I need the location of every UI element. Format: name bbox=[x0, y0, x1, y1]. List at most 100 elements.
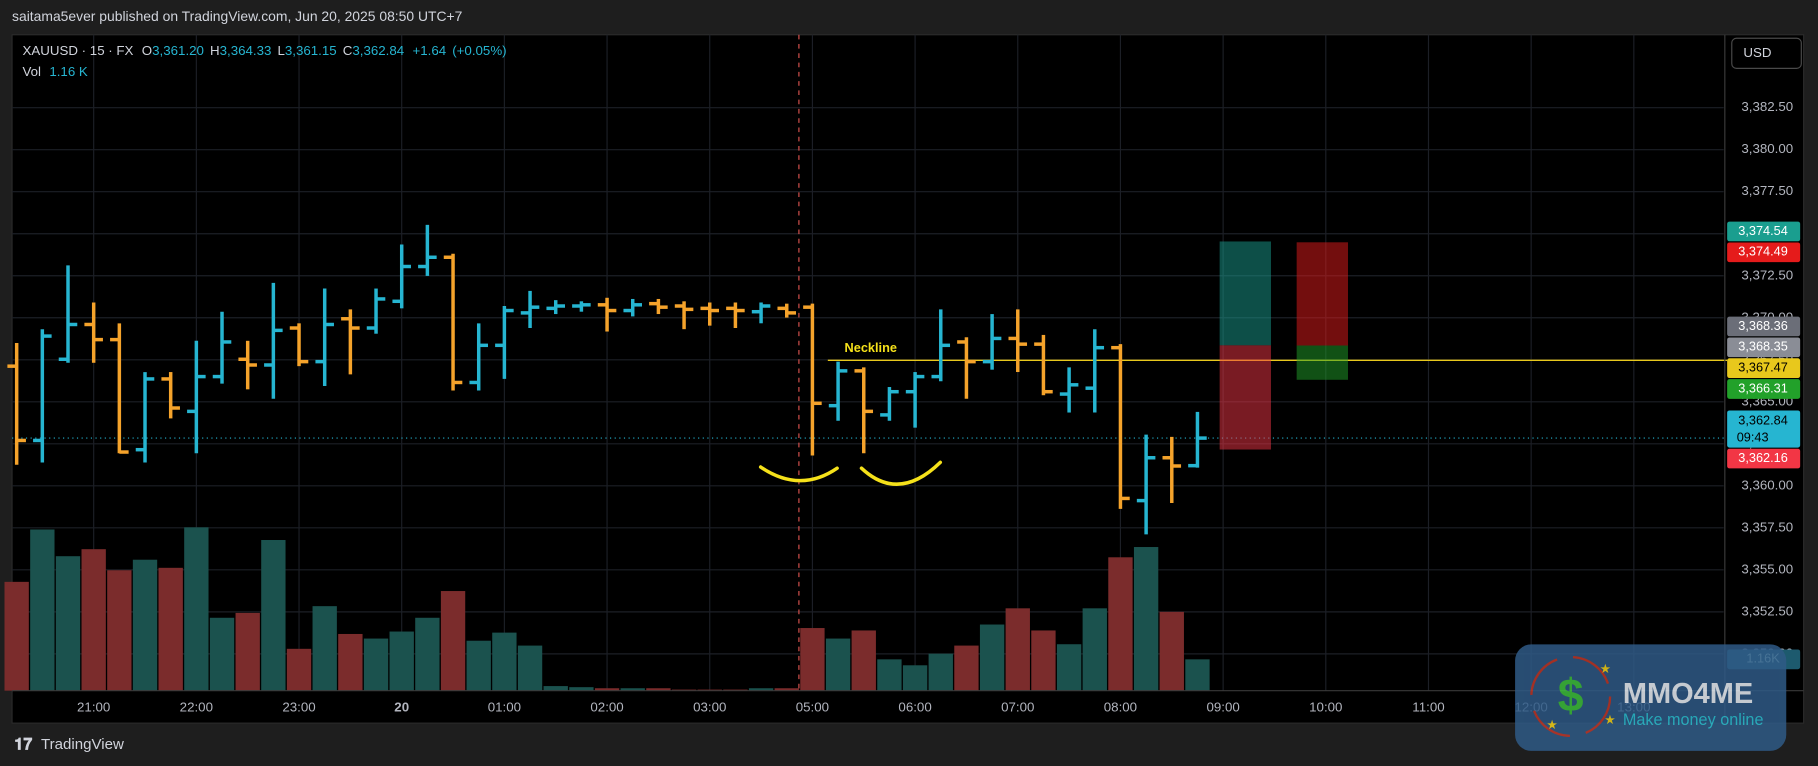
legend-value: 3,361.20 bbox=[152, 43, 204, 58]
price-bars bbox=[7, 224, 1207, 535]
watermark-title: MMO4ME bbox=[1623, 678, 1753, 710]
legend-key: C bbox=[343, 43, 353, 58]
price-tag bbox=[1727, 316, 1801, 337]
price-tag bbox=[1727, 448, 1801, 469]
price-tag bbox=[1727, 410, 1801, 448]
volume-bar bbox=[954, 645, 979, 691]
y-tick-label: 3,380.00 bbox=[1741, 141, 1793, 156]
ohlc-legend: XAUUSD · 15 · FX O3,361.20 H3,364.33 L3,… bbox=[22, 43, 506, 58]
watermark-subtitle: Make money online bbox=[1623, 711, 1764, 729]
volume-legend: Vol 1.16 K bbox=[22, 63, 87, 78]
x-tick-label: 10:00 bbox=[1309, 700, 1342, 715]
volume-bar bbox=[569, 687, 594, 691]
volume-bar bbox=[543, 686, 568, 691]
profit-zone bbox=[1296, 345, 1348, 380]
y-tick-label: 3,355.00 bbox=[1741, 561, 1793, 576]
loss-zone bbox=[1219, 345, 1271, 450]
volume-bar bbox=[363, 638, 389, 691]
change-pct: (+0.05%) bbox=[452, 43, 506, 58]
price-tag bbox=[1727, 358, 1801, 379]
price-tag-label: 3,368.35 bbox=[1738, 339, 1788, 354]
legend-value: 3,364.33 bbox=[220, 43, 272, 58]
volume-bar bbox=[1031, 630, 1056, 691]
x-tick-label: 21:00 bbox=[77, 700, 110, 715]
volume-bar bbox=[1056, 644, 1082, 691]
volume-bar bbox=[81, 549, 106, 691]
legend-key: Vol bbox=[22, 63, 41, 78]
volume-bar bbox=[517, 645, 543, 691]
volume-bar bbox=[286, 648, 312, 691]
volume-bar bbox=[492, 632, 517, 691]
volume-bar bbox=[620, 688, 645, 691]
volume-bar bbox=[132, 559, 158, 691]
hand-drawn-arc bbox=[859, 460, 943, 486]
legend-value: 3,362.84 bbox=[352, 43, 404, 58]
legend-key: O bbox=[142, 43, 152, 58]
volume-bar bbox=[1005, 608, 1030, 691]
volume-bar bbox=[646, 688, 671, 691]
volume-pane bbox=[4, 527, 1210, 691]
x-tick-label: 02:00 bbox=[590, 700, 623, 715]
volume-bar bbox=[55, 556, 81, 691]
x-tick-label: 06:00 bbox=[898, 700, 931, 715]
volume-bar bbox=[4, 581, 29, 691]
volume-bar bbox=[1159, 611, 1184, 691]
price-tag bbox=[1727, 221, 1801, 242]
y-tick-label: 3,382.50 bbox=[1741, 99, 1793, 114]
logo-ring bbox=[1530, 655, 1612, 738]
x-tick-label: 11:00 bbox=[1412, 700, 1444, 715]
currency: USD bbox=[1743, 45, 1771, 60]
symbol: XAUUSD · 15 · FX bbox=[22, 43, 133, 58]
volume-bar bbox=[928, 653, 953, 691]
watermark-box bbox=[1515, 644, 1787, 751]
annotation: Neckline bbox=[845, 340, 897, 355]
volume-bar bbox=[825, 638, 851, 691]
volume-bar bbox=[1082, 608, 1107, 691]
price-tag bbox=[1727, 242, 1801, 263]
y-tick-label: 3,372.50 bbox=[1741, 267, 1793, 282]
price-tag-label: 3,368.36 bbox=[1738, 318, 1788, 333]
price-tag-label: 3,374.54 bbox=[1738, 223, 1788, 238]
price-tag-label: 3,362.16 bbox=[1738, 450, 1788, 465]
volume-bar bbox=[979, 624, 1005, 691]
currency-button[interactable] bbox=[1731, 37, 1802, 69]
hand-drawn-arc bbox=[758, 465, 839, 483]
loss-zone bbox=[1296, 242, 1348, 346]
volume-bar bbox=[440, 591, 466, 691]
volume-bar bbox=[1133, 547, 1159, 691]
volume-bar bbox=[466, 640, 491, 691]
footer-logo: 𝟏𝟕 bbox=[14, 735, 32, 753]
x-tick-label: 08:00 bbox=[1104, 700, 1137, 715]
x-tick-label: 09:00 bbox=[1206, 700, 1239, 715]
legend-value: 1.16 K bbox=[49, 63, 88, 78]
volume-bar bbox=[312, 606, 337, 691]
footer-brand: TradingView bbox=[41, 736, 124, 753]
x-tick-label: 23:00 bbox=[282, 700, 315, 715]
x-tick-label: 20 bbox=[394, 700, 409, 715]
countdown: 09:43 bbox=[1737, 430, 1769, 445]
change: +1.64 bbox=[413, 43, 447, 58]
volume-bar bbox=[158, 567, 183, 691]
volume-bar bbox=[415, 617, 440, 691]
volume-bar bbox=[594, 688, 620, 691]
publisher: saitama5ever published on TradingView.co… bbox=[12, 8, 463, 24]
volume-bar bbox=[774, 688, 799, 691]
volume-bar bbox=[184, 527, 209, 691]
y-tick-label: 3,360.00 bbox=[1741, 477, 1793, 492]
volume-bar bbox=[851, 630, 876, 691]
volume-bar bbox=[107, 570, 132, 691]
price-tag bbox=[1727, 379, 1801, 399]
volume-bar bbox=[902, 665, 928, 691]
price-tag-label: 3,374.49 bbox=[1738, 244, 1788, 259]
x-tick-label: 05:00 bbox=[796, 700, 829, 715]
price-tag-label: 3,366.31 bbox=[1738, 380, 1788, 395]
volume-bar bbox=[1108, 557, 1133, 691]
volume-bar bbox=[389, 631, 414, 691]
x-tick-label: 22:00 bbox=[180, 700, 213, 715]
y-tick-label: 3,352.50 bbox=[1741, 603, 1793, 618]
volume-bar bbox=[1185, 659, 1210, 691]
volume-bar bbox=[209, 617, 235, 691]
logo-star: ★ bbox=[1600, 661, 1611, 676]
